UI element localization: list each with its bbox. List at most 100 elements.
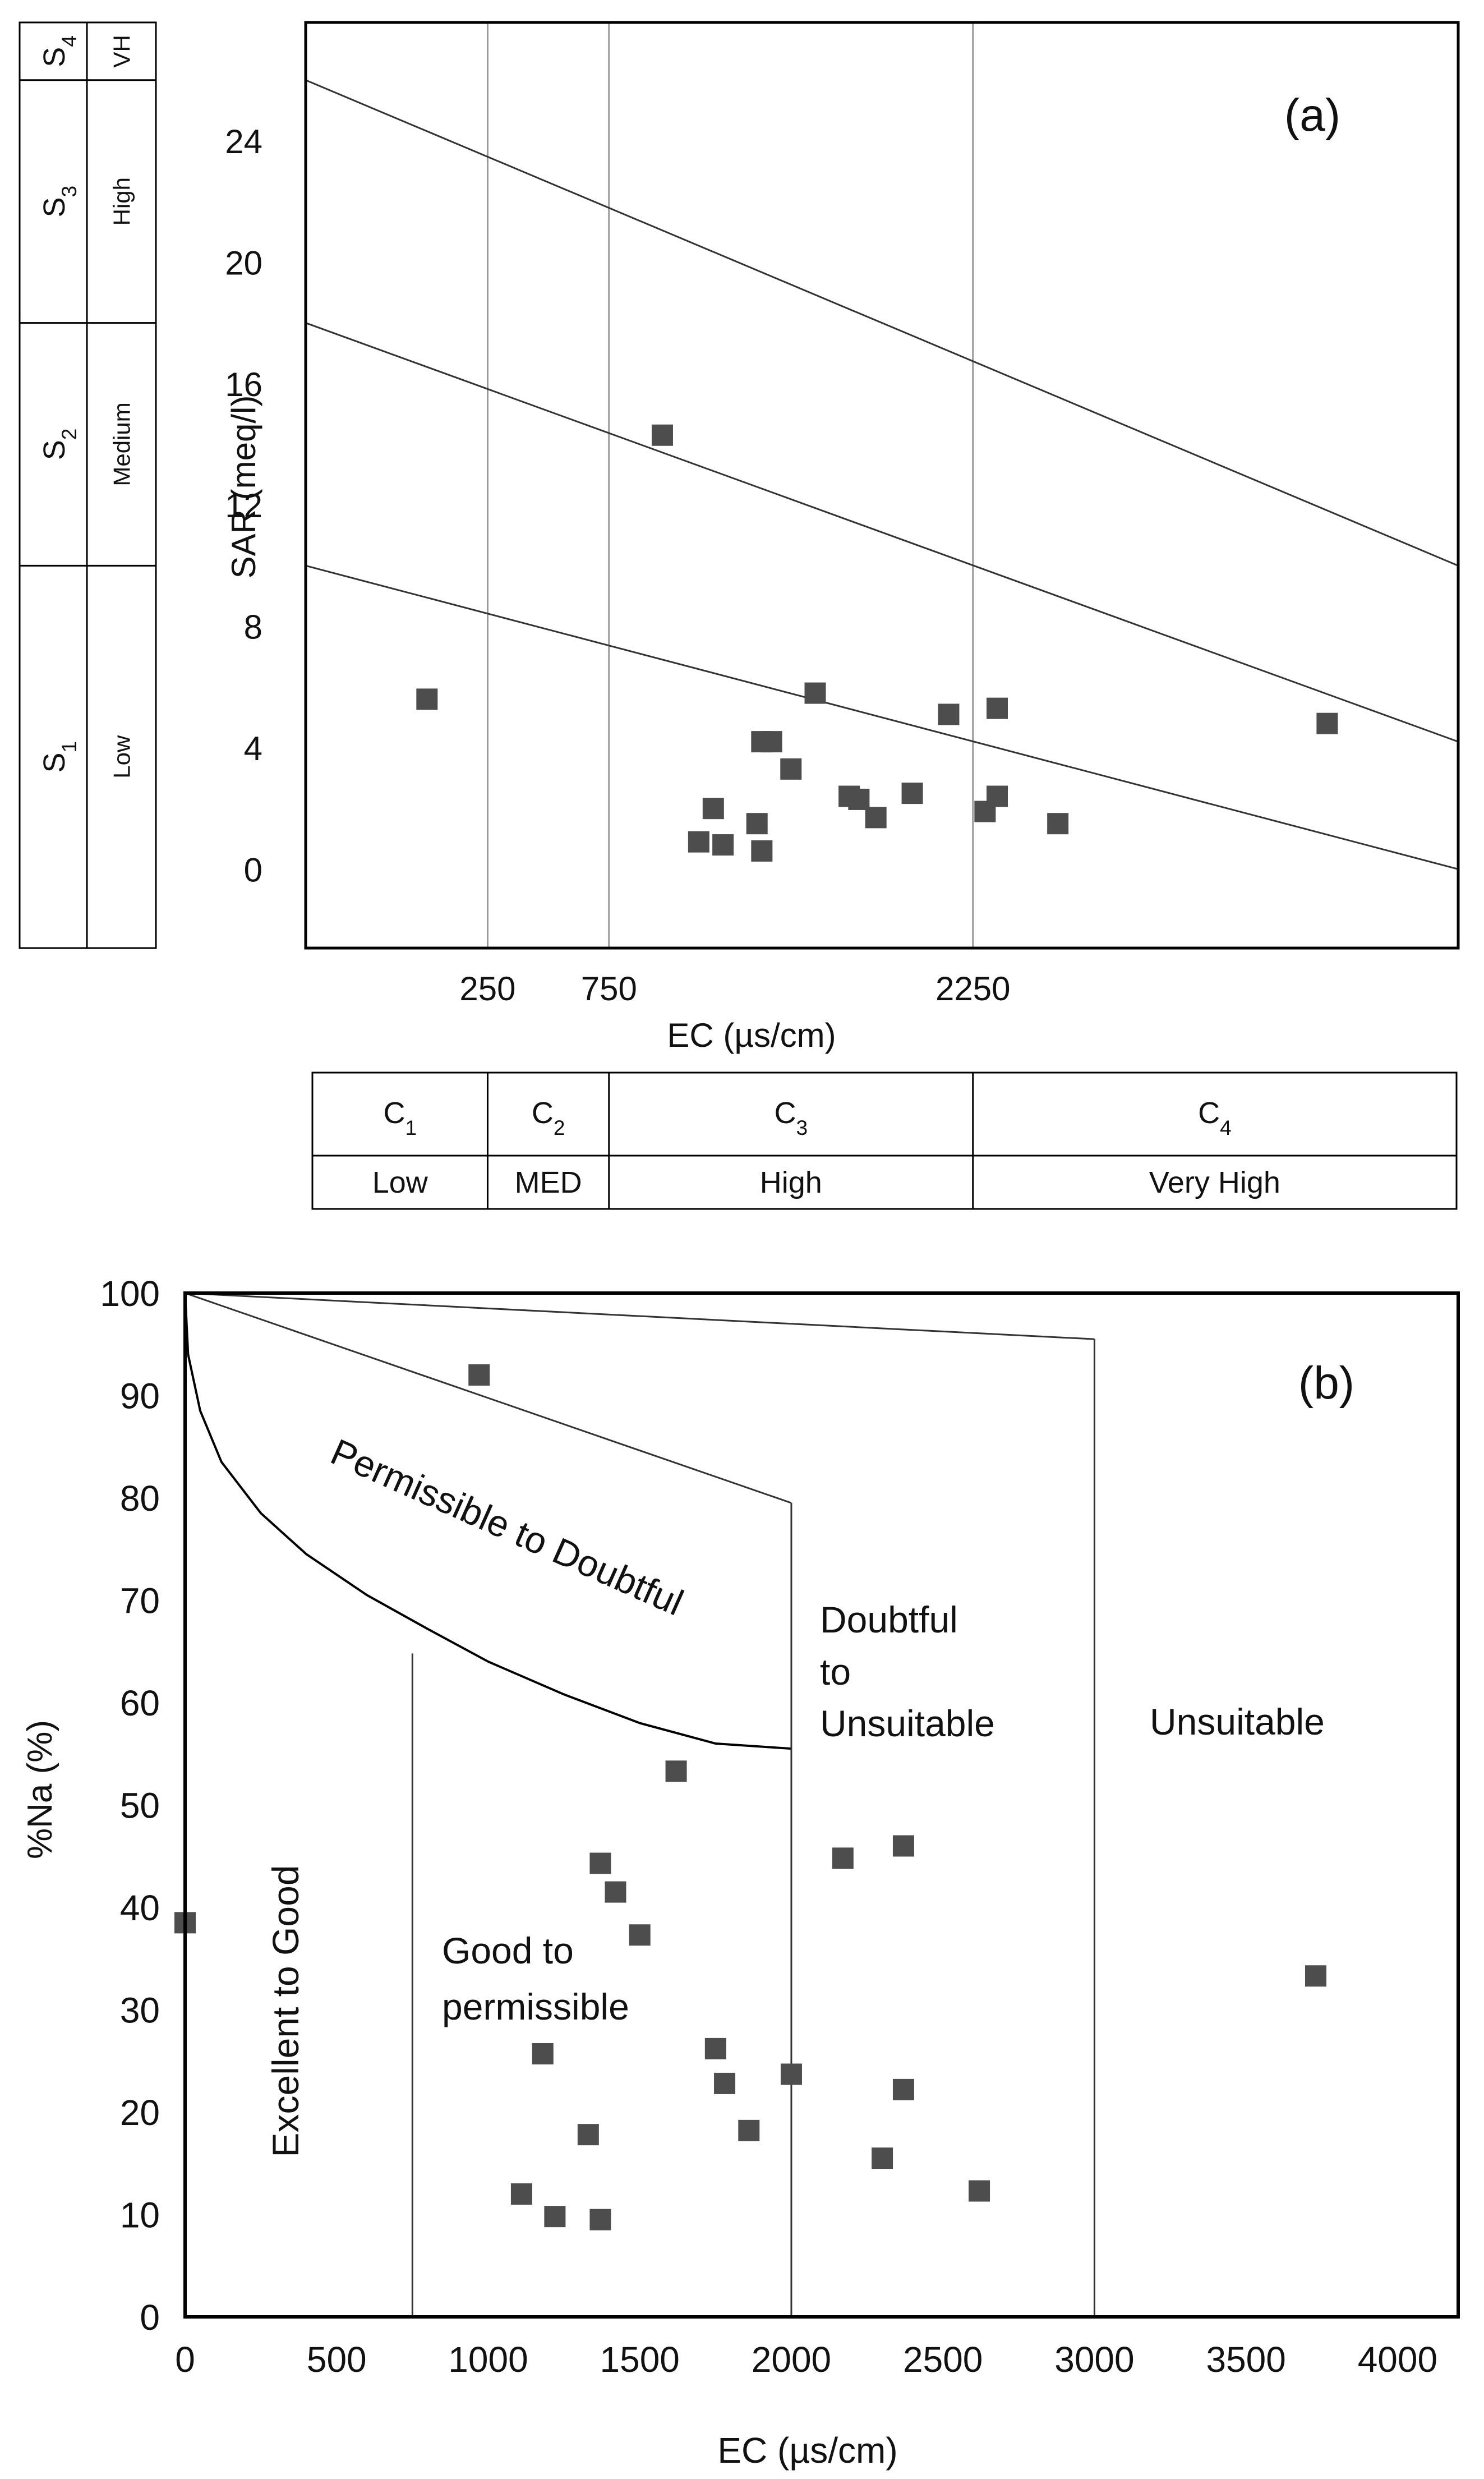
sar-boundary-line — [305, 564, 1459, 870]
data-point — [702, 798, 724, 820]
region-label-excellent-to-good: Excellent to Good — [265, 1865, 306, 2158]
y-tick-label: 0 — [244, 851, 262, 889]
x-tick-label: 500 — [307, 2339, 367, 2380]
data-point — [544, 2206, 566, 2228]
ec-class-name: Low — [372, 1166, 428, 1199]
ec-class-code: C1 — [383, 1096, 417, 1139]
data-point — [865, 807, 887, 829]
ec-class-name: MED — [515, 1166, 582, 1199]
sar-class-name: Low — [109, 735, 135, 779]
sar-class-code: S2 — [38, 429, 81, 461]
data-point — [532, 2043, 554, 2064]
region-label-doubtful-line2: to — [820, 1651, 851, 1692]
x-tick-label: 2500 — [903, 2339, 983, 2380]
wilcox-boundaries — [184, 1292, 1095, 2317]
scatter-points-a — [416, 424, 1338, 862]
panel-label-a: (a) — [1284, 90, 1340, 141]
y-tick-label: 90 — [120, 1376, 160, 1416]
y-tick-label: 70 — [120, 1581, 160, 1621]
data-point — [510, 2183, 532, 2205]
data-point — [938, 703, 960, 725]
x-tick-labels-b: 0 500 1000 1500 2000 2500 3000 3500 4000 — [175, 2339, 1437, 2380]
ec-class-name: High — [760, 1166, 822, 1199]
region-label-doubtful-line3: Unsuitable — [820, 1703, 995, 1744]
region-label-unsuitable: Unsuitable — [1150, 1701, 1325, 1742]
permissible-curve — [184, 1293, 792, 1750]
data-point — [416, 688, 438, 710]
y-tick-labels-a: 0 4 8 12 16 20 24 — [225, 123, 262, 889]
y-tick-label: 8 — [244, 609, 262, 646]
data-point — [704, 2038, 726, 2059]
x-tick-label: 250 — [459, 970, 515, 1008]
data-point — [738, 2119, 760, 2141]
region-label-doubtful-line1: Doubtful — [820, 1599, 958, 1640]
data-point — [804, 682, 826, 704]
x-tick-label: 0 — [175, 2339, 195, 2380]
scatter-points-b — [174, 1364, 1326, 2230]
ec-class-name: Very High — [1149, 1166, 1280, 1199]
panel-a-sar-ec-plot: S4 VH S3 High S2 Medium S1 Low 0 4 8 12 16 20 24 250 7… — [19, 21, 1460, 1210]
data-point — [688, 831, 709, 853]
sar-boundary-lines — [305, 79, 1459, 870]
sar-class-code: S4 — [38, 35, 81, 67]
data-point — [780, 2063, 802, 2085]
data-point — [761, 731, 782, 753]
x-axis-label-b: EC (µs/cm) — [717, 2430, 897, 2471]
data-point — [901, 783, 923, 804]
x-axis-label-a: EC (µs/cm) — [667, 1017, 836, 1054]
x-tick-label: 1000 — [448, 2339, 528, 2380]
ec-class-code: C3 — [774, 1096, 808, 1139]
y-axis-label-b: %Na (%) — [21, 1720, 59, 1859]
sar-class-table: S4 VH S3 High S2 Medium S1 Low — [19, 21, 157, 949]
data-point — [892, 1835, 914, 1857]
data-point — [577, 2124, 599, 2146]
data-point — [832, 1847, 854, 1869]
data-point — [751, 840, 773, 862]
data-point — [651, 424, 673, 446]
data-point — [589, 2209, 611, 2230]
sar-class-code: S1 — [38, 741, 81, 773]
y-tick-label: 0 — [140, 2297, 160, 2338]
y-tick-label: 20 — [225, 244, 262, 282]
sar-class-code: S3 — [38, 186, 81, 218]
panel-b-na-ec-plot: 0 10 20 30 40 50 60 70 80 90 100 0 500 1000 1500 2000 2… — [21, 1273, 1460, 2471]
data-point — [665, 1760, 687, 1782]
y-tick-label: 100 — [100, 1273, 160, 1314]
ec-class-code: C2 — [532, 1096, 565, 1139]
data-point — [712, 834, 734, 856]
region-label-good-to-permissible-line2: permissible — [442, 1986, 629, 2027]
data-point — [468, 1364, 490, 1386]
y-tick-label: 40 — [120, 1888, 160, 1928]
sar-class-name: High — [109, 177, 135, 226]
y-tick-label: 16 — [225, 366, 262, 403]
data-point — [605, 1881, 626, 1903]
ec-table-frame — [311, 1071, 1458, 1210]
data-point — [1316, 712, 1338, 734]
data-point — [714, 2072, 736, 2094]
sar-boundary-line — [305, 322, 1459, 743]
y-axis-label-a: SAR (meq/l) — [225, 395, 262, 579]
x-tick-label: 3500 — [1206, 2339, 1285, 2380]
y-tick-label: 30 — [120, 1990, 160, 2031]
y-tick-label: 20 — [120, 2092, 160, 2133]
ec-class-table: C1 Low C2 MED C3 High C4 Very High — [311, 1071, 1458, 1210]
x-tick-labels-a: 250 750 2250 — [459, 970, 1010, 1008]
x-tick-label: 2000 — [752, 2339, 831, 2380]
region-label-permissible-to-doubtful: Permissible to Doubtful — [325, 1431, 689, 1623]
panel-label-b: (b) — [1298, 1358, 1354, 1409]
y-tick-label: 4 — [244, 730, 262, 767]
x-tick-label: 750 — [581, 970, 637, 1008]
data-point — [780, 758, 802, 780]
boundary-line — [185, 1292, 792, 1504]
data-point — [872, 2147, 893, 2169]
data-point — [987, 785, 1008, 807]
data-point — [848, 788, 870, 810]
plot-frame-a — [304, 21, 1460, 950]
y-tick-label: 60 — [120, 1683, 160, 1723]
data-point — [589, 1852, 611, 1874]
y-tick-label: 24 — [225, 123, 262, 160]
y-tick-labels-b: 0 10 20 30 40 50 60 70 80 90 100 — [100, 1273, 160, 2338]
y-tick-label: 10 — [120, 2195, 160, 2236]
plot-frame-b — [183, 1291, 1460, 2319]
